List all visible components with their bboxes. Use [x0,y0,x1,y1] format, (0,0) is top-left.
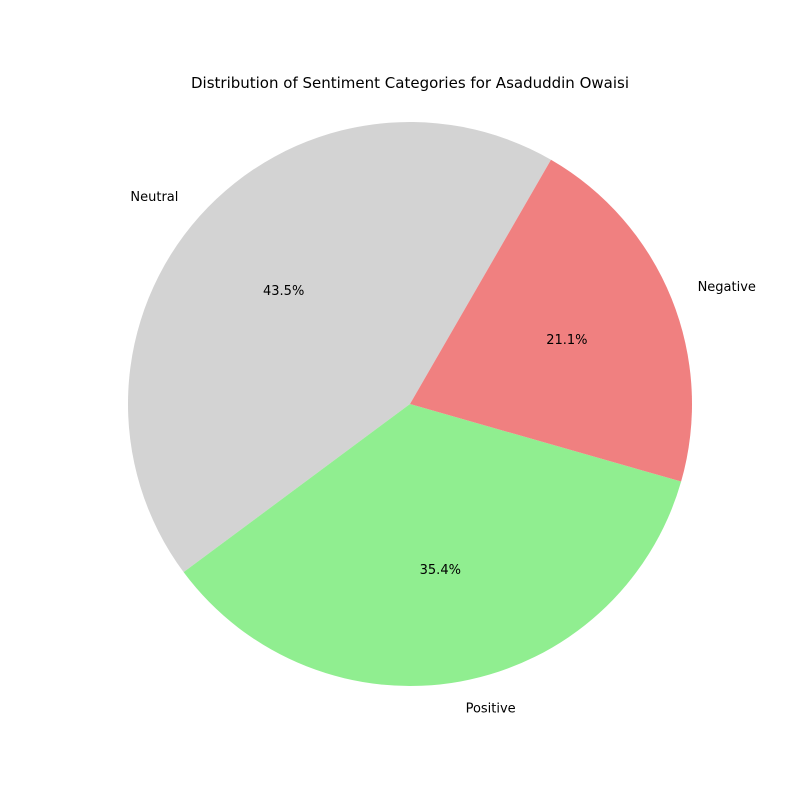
slice-percent-positive: 35.4% [420,563,461,578]
slice-percent-neutral: 43.5% [263,284,304,299]
pie-slice-positive [183,404,682,686]
slice-label-negative: Negative [698,280,756,295]
chart-title: Distribution of Sentiment Categories for… [191,74,629,92]
slice-label-neutral: Neutral [130,190,178,205]
pie-slice-negative [410,159,692,482]
slice-label-positive: Positive [466,702,516,717]
slice-percent-negative: 21.1% [546,333,587,348]
pie-slices [128,122,692,686]
pie-slice-neutral [128,122,551,573]
pie-labels: Neutral 43.5% Positive 35.4% Negative 21.1% [130,190,756,717]
